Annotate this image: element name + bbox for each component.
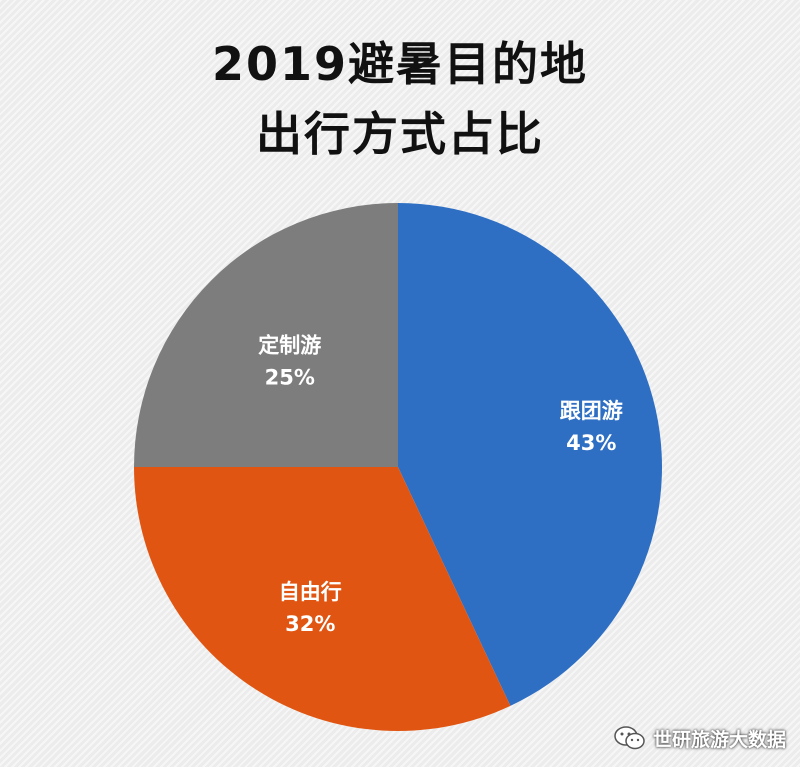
watermark-text: 世研旅游大数据 <box>652 728 786 751</box>
pie-slice-2-label: 自由行 <box>279 580 342 604</box>
pie-slice-2-value: 32% <box>285 612 335 636</box>
pie-slice-2 <box>134 467 511 731</box>
pie-slice-3-value: 25% <box>265 366 315 390</box>
pie-slice-1 <box>398 203 662 706</box>
chart-title-line-1: 2019避暑目的地 <box>211 37 589 91</box>
pie-labels: 跟团游 43% 自由行 32% 定制游 25% <box>258 334 623 636</box>
wechat-icon <box>614 726 645 750</box>
pie-slice-3 <box>134 203 398 467</box>
pie-slice-1-value: 43% <box>566 431 616 455</box>
chart-title-line-2: 出行方式占比 <box>256 107 544 161</box>
pie-slice-3-label: 定制游 <box>258 334 321 358</box>
pie-slices <box>134 203 662 731</box>
pie-slice-1-label: 跟团游 <box>560 399 623 423</box>
watermark: 世研旅游大数据 <box>613 725 786 751</box>
